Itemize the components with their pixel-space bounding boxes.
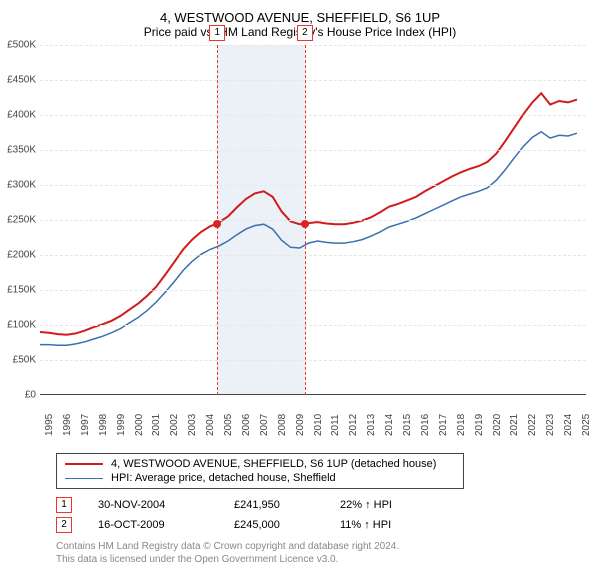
y-gridline <box>40 220 586 221</box>
x-tick-label: 2012 <box>348 414 359 436</box>
event-marker-box: 2 <box>297 25 313 41</box>
x-tick-label: 2020 <box>492 414 503 436</box>
sale-row: 2 16-OCT-2009 £245,000 11% ↑ HPI <box>56 515 586 535</box>
x-tick-label: 2000 <box>134 414 145 436</box>
x-tick-label: 2005 <box>223 414 234 436</box>
y-gridline <box>40 185 586 186</box>
y-gridline <box>40 45 586 46</box>
legend-swatch <box>65 463 103 465</box>
legend-label: 4, WESTWOOD AVENUE, SHEFFIELD, S6 1UP (d… <box>111 458 436 470</box>
x-tick-label: 2011 <box>330 414 341 436</box>
x-tick-label: 2016 <box>420 414 431 436</box>
y-gridline <box>40 290 586 291</box>
x-tick-label: 2019 <box>474 414 485 436</box>
y-tick-label: £200K <box>7 250 36 261</box>
sale-marker-box: 2 <box>56 517 72 533</box>
footnote-line: Contains HM Land Registry data © Crown c… <box>56 541 586 554</box>
x-tick-label: 2018 <box>456 414 467 436</box>
x-tick-label: 1995 <box>44 414 55 436</box>
y-gridline <box>40 360 586 361</box>
y-tick-label: £350K <box>7 145 36 156</box>
x-tick-label: 1998 <box>98 414 109 436</box>
x-tick-label: 2004 <box>205 414 216 436</box>
legend-row: HPI: Average price, detached house, Shef… <box>65 471 455 485</box>
x-tick-label: 2001 <box>151 414 162 436</box>
event-marker-box: 1 <box>209 25 225 41</box>
x-tick-label: 2025 <box>581 414 592 436</box>
chart-title-address: 4, WESTWOOD AVENUE, SHEFFIELD, S6 1UP <box>14 10 586 25</box>
price-chart: £0£50K£100K£150K£200K£250K£300K£350K£400… <box>40 45 586 395</box>
sale-dot <box>213 220 221 228</box>
y-tick-label: £450K <box>7 75 36 86</box>
y-tick-label: £100K <box>7 320 36 331</box>
legend-box: 4, WESTWOOD AVENUE, SHEFFIELD, S6 1UP (d… <box>56 453 464 489</box>
y-gridline <box>40 115 586 116</box>
sale-price: £241,950 <box>234 499 314 511</box>
sale-dot <box>301 220 309 228</box>
x-tick-label: 2021 <box>509 414 520 436</box>
y-gridline <box>40 80 586 81</box>
x-tick-label: 2022 <box>527 414 538 436</box>
x-tick-label: 2002 <box>169 414 180 436</box>
y-tick-label: £400K <box>7 110 36 121</box>
y-gridline <box>40 325 586 326</box>
y-tick-label: £0 <box>25 390 36 401</box>
sale-row: 1 30-NOV-2004 £241,950 22% ↑ HPI <box>56 495 586 515</box>
x-tick-label: 2015 <box>402 414 413 436</box>
x-tick-label: 2006 <box>241 414 252 436</box>
y-tick-label: £50K <box>13 355 36 366</box>
footnote: Contains HM Land Registry data © Crown c… <box>56 541 586 566</box>
sales-list: 1 30-NOV-2004 £241,950 22% ↑ HPI 2 16-OCT-200… <box>56 495 586 535</box>
x-tick-label: 2007 <box>259 414 270 436</box>
x-tick-label: 2024 <box>563 414 574 436</box>
x-tick-label: 2008 <box>277 414 288 436</box>
y-tick-label: £300K <box>7 180 36 191</box>
series-property <box>40 93 577 334</box>
sale-delta: 11% ↑ HPI <box>340 519 391 531</box>
y-tick-label: £500K <box>7 40 36 51</box>
x-tick-label: 1997 <box>80 414 91 436</box>
sale-delta: 22% ↑ HPI <box>340 499 392 511</box>
legend-swatch <box>65 478 103 479</box>
y-gridline <box>40 150 586 151</box>
x-tick-label: 2017 <box>438 414 449 436</box>
sale-date: 30-NOV-2004 <box>98 499 208 511</box>
y-tick-label: £250K <box>7 215 36 226</box>
x-tick-label: 2003 <box>187 414 198 436</box>
x-tick-label: 2013 <box>366 414 377 436</box>
y-gridline <box>40 255 586 256</box>
sale-marker-box: 1 <box>56 497 72 513</box>
x-tick-label: 2023 <box>545 414 556 436</box>
sale-date: 16-OCT-2009 <box>98 519 208 531</box>
y-tick-label: £150K <box>7 285 36 296</box>
x-tick-label: 2014 <box>384 414 395 436</box>
x-tick-label: 2010 <box>313 414 324 436</box>
sale-price: £245,000 <box>234 519 314 531</box>
legend-label: HPI: Average price, detached house, Shef… <box>111 472 336 484</box>
series-hpi <box>40 132 577 345</box>
legend-row: 4, WESTWOOD AVENUE, SHEFFIELD, S6 1UP (d… <box>65 457 455 471</box>
x-tick-label: 1996 <box>62 414 73 436</box>
x-tick-label: 1999 <box>116 414 127 436</box>
x-tick-label: 2009 <box>295 414 306 436</box>
